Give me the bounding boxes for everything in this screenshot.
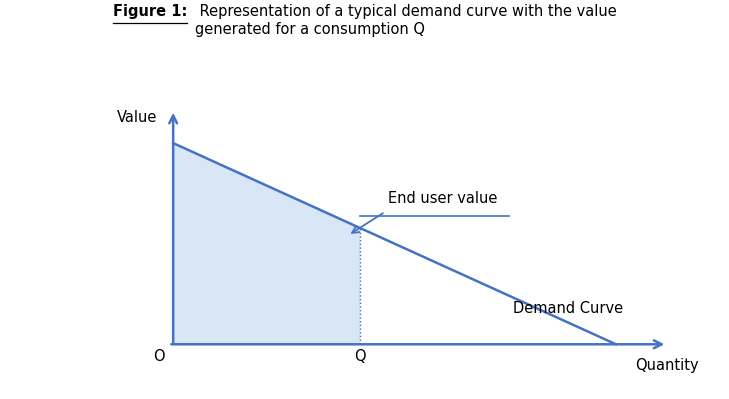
Text: Demand Curve: Demand Curve (513, 301, 623, 316)
Text: Value: Value (117, 110, 157, 124)
Text: End user value: End user value (388, 191, 497, 206)
Text: Q: Q (354, 349, 365, 363)
Polygon shape (174, 143, 359, 344)
Text: Figure 1:: Figure 1: (113, 4, 187, 20)
Text: Representation of a typical demand curve with the value
generated for a consumpt: Representation of a typical demand curve… (195, 4, 617, 37)
Text: Quantity: Quantity (636, 358, 699, 373)
Text: O: O (153, 349, 165, 363)
